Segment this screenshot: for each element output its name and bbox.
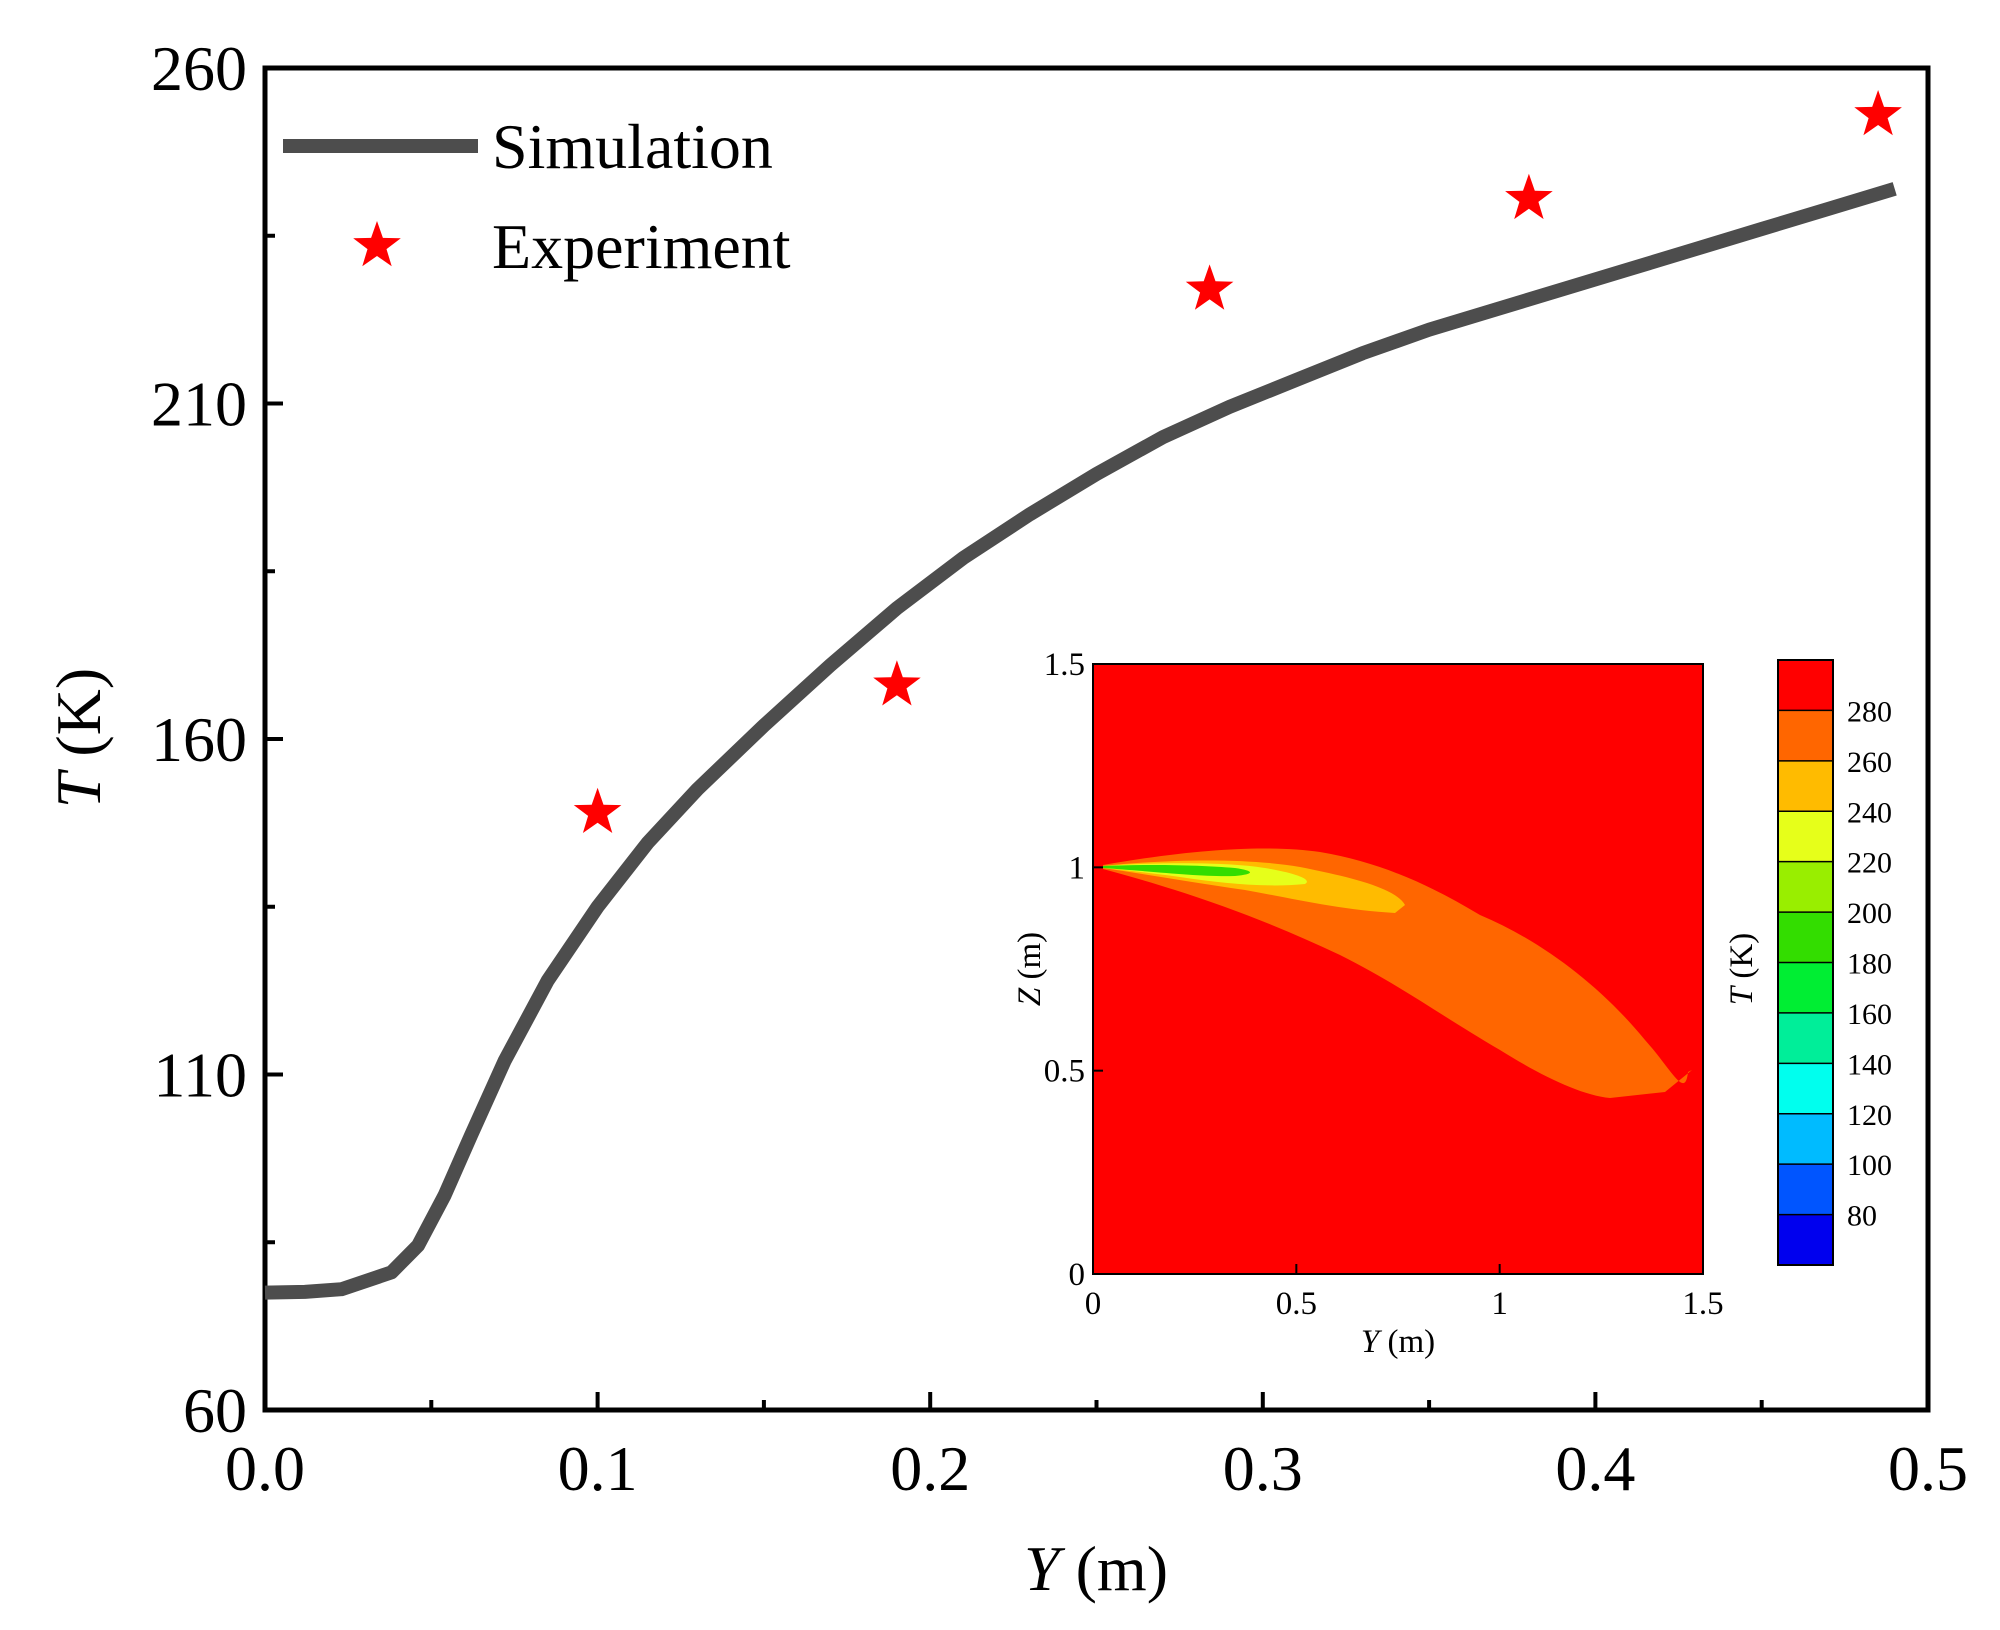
colorbar-swatch [1778, 660, 1833, 711]
series-experiment-points [573, 90, 1902, 833]
colorbar-level-label: 100 [1847, 1149, 1892, 1182]
experiment-point [873, 660, 921, 706]
colorbar-level-label: 200 [1847, 897, 1892, 930]
colorbar-level-label: 80 [1847, 1200, 1877, 1233]
inset-x-axis-title: Y (m) [1361, 1324, 1435, 1360]
colorbar-swatch [1778, 811, 1833, 863]
x-tick-label: 0.5 [1888, 1433, 1968, 1504]
inset-contour-plot: 0 0.5 1 1.5 0 0.5 1 1.5 Y (m) Z (m) [1012, 647, 1724, 1360]
y-tick-label: 210 [151, 369, 247, 440]
colorbar-level-label: 120 [1847, 1099, 1892, 1132]
colorbar-title: T (K) [1724, 933, 1760, 1005]
experiment-point [1854, 90, 1902, 136]
colorbar-level-label: 280 [1847, 695, 1892, 728]
inset-y-axis-unit: (m) [1012, 932, 1048, 988]
legend: Simulation Experiment [283, 111, 791, 282]
x-tick-label: 0.1 [558, 1433, 638, 1504]
colorbar-swatch [1778, 962, 1833, 1014]
inset-y-axis-title: Z (m) [1012, 932, 1048, 1006]
inset-x-axis-var: Y [1361, 1324, 1383, 1360]
colorbar-swatch [1778, 710, 1833, 762]
inset-x-tick-label: 0 [1085, 1286, 1102, 1322]
colorbar-swatch [1778, 1012, 1833, 1064]
inset-x-ticks: 0 0.5 1 1.5 [1085, 1264, 1724, 1322]
legend-experiment-swatch [353, 221, 401, 267]
y-tick-label: 110 [153, 1040, 247, 1111]
colorbar-swatch [1778, 1164, 1833, 1216]
inset-x-tick-label: 1.5 [1682, 1286, 1723, 1322]
colorbar-swatch [1778, 1214, 1833, 1266]
colorbar-level-label: 160 [1847, 998, 1892, 1031]
y-tick-label: 160 [151, 704, 247, 775]
inset-y-tick-label: 1 [1069, 850, 1086, 886]
colorbar: 280 260 240 220 200 180 160 140 120 100 80 [1777, 659, 1892, 1266]
colorbar-swatch [1778, 760, 1833, 812]
x-axis-title: Y (m) [1024, 1533, 1168, 1604]
x-ticks: 0.0 0.1 0.2 0.3 0.4 0.5 [225, 1392, 1968, 1504]
series-simulation-line [264, 182, 1897, 1300]
x-tick-label: 0.2 [890, 1433, 970, 1504]
y-tick-label: 60 [183, 1375, 247, 1446]
inset-x-tick-label: 1 [1491, 1286, 1508, 1322]
colorbar-title-var: T [1724, 984, 1760, 1005]
inset-y-tick-label: 1.5 [1044, 647, 1085, 683]
y-axis-title: T (K) [43, 668, 114, 808]
y-axis-unit: (K) [43, 668, 114, 773]
inset-y-ticks: 0 0.5 1 1.5 [1044, 647, 1103, 1293]
y-tick-label: 260 [151, 33, 247, 104]
x-tick-label: 0.4 [1555, 1433, 1635, 1504]
colorbar-title-unit: (K) [1724, 933, 1760, 987]
colorbar-level-label: 180 [1847, 948, 1892, 981]
legend-star-icon [353, 221, 401, 267]
inset-y-axis-var: Z [1012, 987, 1048, 1006]
contour-200 [1103, 864, 1250, 877]
legend-experiment-label: Experiment [492, 211, 791, 282]
colorbar-swatch [1778, 1113, 1833, 1165]
y-axis-var: T [43, 768, 114, 808]
inset-y-tick-label: 0.5 [1044, 1054, 1085, 1090]
experiment-point [573, 787, 622, 833]
colorbar-frame [1777, 659, 1834, 1266]
x-tick-label: 0.3 [1223, 1433, 1303, 1504]
colorbar-level-label: 240 [1847, 796, 1892, 829]
colorbar-level-label: 220 [1847, 847, 1892, 880]
x-tick-label: 0.0 [225, 1433, 305, 1504]
x-axis-unit: (m) [1060, 1533, 1168, 1604]
colorbar-level-label: 140 [1847, 1048, 1892, 1081]
x-axis-var: Y [1024, 1533, 1066, 1604]
inset-x-tick-label: 0.5 [1276, 1286, 1317, 1322]
inset-x-axis-unit: (m) [1379, 1324, 1435, 1360]
contour-260 [1103, 848, 1692, 1098]
colorbar-swatch [1778, 912, 1833, 963]
inset-frame [1092, 663, 1704, 1275]
colorbar-swatch [1778, 861, 1833, 913]
colorbar-swatch [1778, 1063, 1833, 1115]
experiment-point [1505, 173, 1553, 220]
experiment-point [1185, 264, 1234, 310]
legend-simulation-label: Simulation [492, 111, 773, 182]
inset-y-tick-label: 0 [1069, 1257, 1086, 1293]
colorbar-level-label: 260 [1847, 746, 1892, 779]
y-ticks: 60 110 160 210 260 [151, 33, 283, 1446]
